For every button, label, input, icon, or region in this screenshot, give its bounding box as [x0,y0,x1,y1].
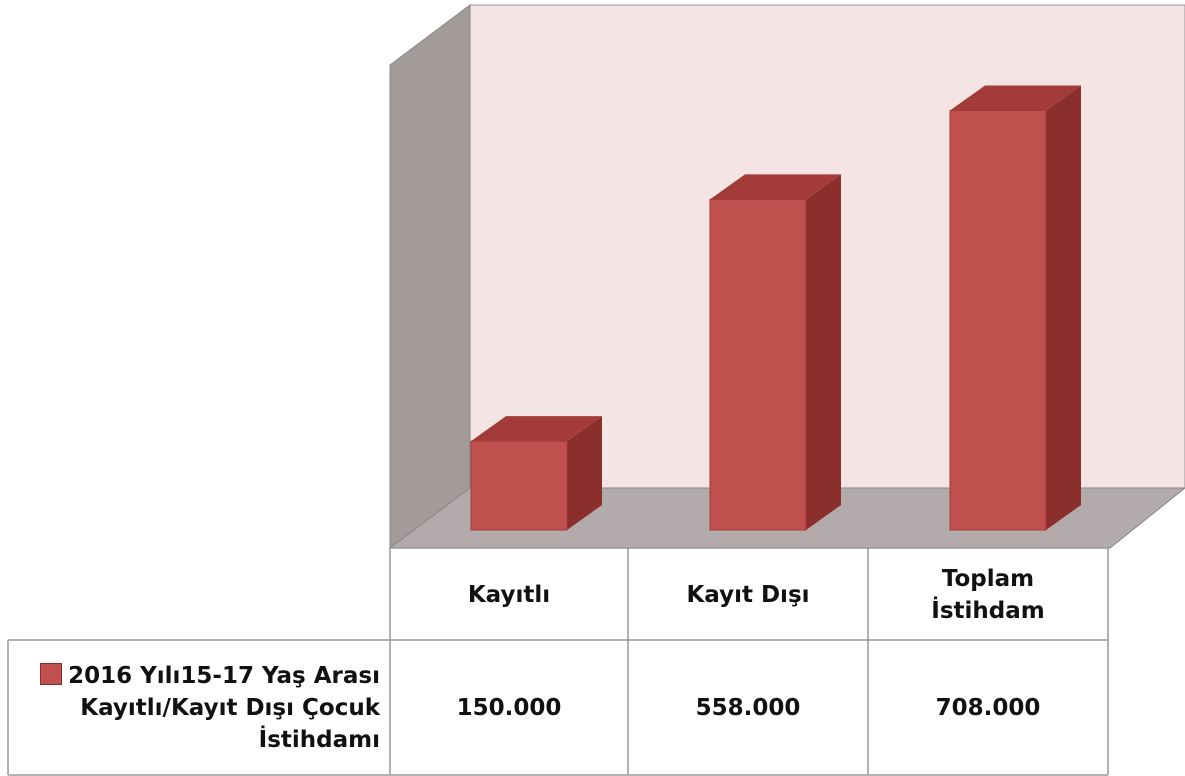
category-label-text: Kayıt Dışı [686,581,810,608]
side-wall [389,4,471,549]
bar-top [950,85,1081,111]
value-label-text: 150.000 [456,694,562,721]
table-grid [7,547,1109,776]
bar [470,440,568,531]
value-label: 558.000 [628,642,868,774]
legend-entry: 2016 Yılı15-17 Yaş Arası Kayıtlı/Kayıt D… [8,642,390,774]
category-label-text: Toplam İstihdam [931,565,1045,624]
value-label-text: 708.000 [935,694,1041,721]
legend: 2016 Yılı15-17 Yaş Arası Kayıtlı/Kayıt D… [8,660,380,757]
legend-swatch [40,662,63,685]
value-label-text: 558.000 [695,694,801,721]
bar [709,198,807,531]
legend-label: 2016 Yılı15-17 Yaş Arası Kayıtlı/Kayıt D… [68,662,380,754]
bar-side [567,416,602,530]
bar-top [710,174,841,200]
bar-side [806,174,841,530]
category-label: Toplam İstihdam [908,550,1068,640]
bar [949,110,1047,531]
bar-top [471,416,602,442]
value-label: 150.000 [390,642,628,774]
value-label: 708.000 [868,642,1108,774]
category-label-text: Kayıtlı [467,581,551,608]
category-label: Kayıt Dışı [668,550,828,640]
category-label: Kayıtlı [430,550,588,640]
bar-side [1046,85,1081,530]
